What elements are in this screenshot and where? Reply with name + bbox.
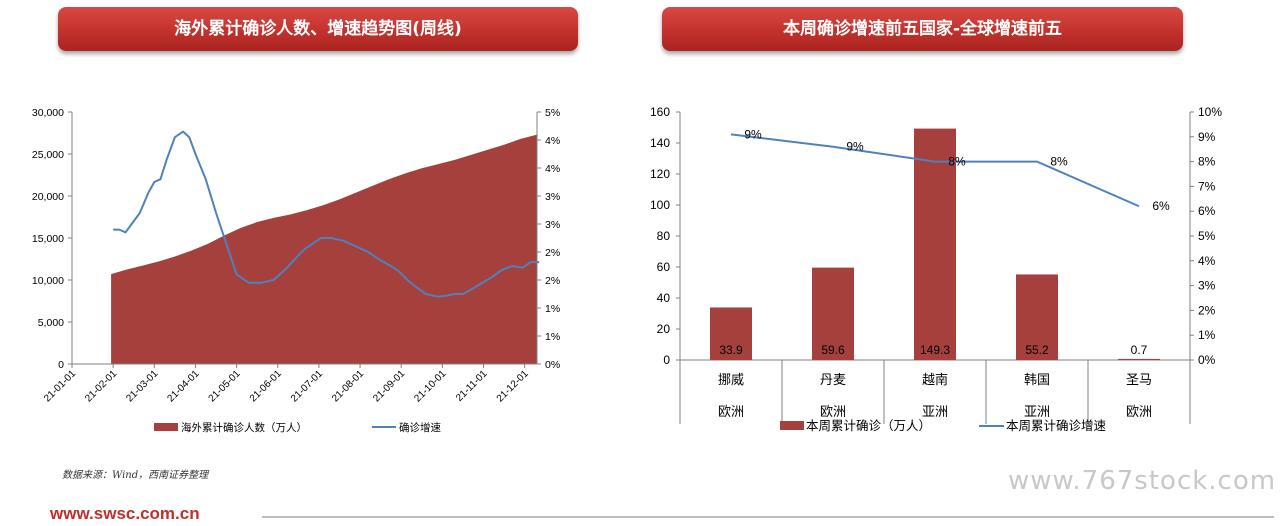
- bar-value-label: 149.3: [920, 343, 950, 357]
- growth-value-label: 9%: [744, 127, 762, 141]
- bar-value-label: 0.7: [1131, 343, 1148, 357]
- right-y-tick-label: 3%: [545, 219, 560, 231]
- right-y-tick-label: 0%: [545, 359, 560, 371]
- left-y-tick-label: 40: [657, 291, 671, 305]
- bar-4: [1118, 358, 1160, 360]
- x-tick-label: 21-12-01: [495, 368, 531, 404]
- left-y-tick-label: 10,000: [32, 275, 64, 287]
- x-tick-label: 21-01-01: [42, 368, 78, 404]
- left-y-tick-label: 15,000: [32, 233, 64, 245]
- x-tick-label: 21-06-01: [248, 368, 284, 404]
- right-y-tick-label: 5%: [545, 107, 560, 119]
- left-y-tick-label: 0: [663, 353, 670, 367]
- x-tick-label: 21-08-01: [330, 368, 366, 404]
- left-y-tick-label: 160: [650, 105, 670, 119]
- left-y-tick-label: 5,000: [38, 317, 64, 329]
- right-y-tick-label: 10%: [1198, 105, 1222, 119]
- left-y-tick-label: 100: [650, 198, 670, 212]
- bar-2: [914, 128, 956, 360]
- left-chart: 0 5,000 10,000 15,000 20,000 25,000 30,000 0% 1%…: [32, 107, 560, 434]
- region-label: 欧洲: [1126, 404, 1152, 419]
- x-tick-label: 21-03-01: [124, 368, 160, 404]
- right-y-tick-label: 0%: [1198, 353, 1216, 367]
- left-y-tick-label: 20: [657, 322, 671, 336]
- legend-label-cumulative: 海外累计确诊人数（万人）: [181, 421, 307, 434]
- left-y-tick-label: 25,000: [32, 149, 64, 161]
- right-y-tick-label: 1%: [1198, 328, 1216, 342]
- left-y-tick-label: 20,000: [32, 191, 64, 203]
- x-tick-label: 21-07-01: [289, 368, 325, 404]
- category-label: 丹麦: [820, 372, 846, 387]
- left-y-tick-label: 140: [650, 136, 670, 150]
- growth-value-label: 8%: [948, 155, 966, 169]
- source-note: 数据来源：Wind，西南证券整理: [62, 470, 209, 481]
- growth-value-label: 8%: [1050, 155, 1068, 169]
- right-y-tick-label: 4%: [545, 135, 560, 147]
- right-y-tick-label: 7%: [1198, 179, 1216, 193]
- left-y-tick-label: 0: [58, 359, 64, 371]
- right-y-tick-label: 9%: [1198, 130, 1216, 144]
- x-tick-label: 21-10-01: [412, 368, 448, 404]
- x-tick-label: 21-04-01: [165, 368, 201, 404]
- bar-value-label: 33.9: [719, 343, 743, 357]
- legend-swatch-cumulative: [154, 423, 178, 431]
- cumulative-cases-area: [111, 134, 537, 364]
- right-y-tick-label: 8%: [1198, 155, 1216, 169]
- x-tick-label: 21-05-01: [207, 368, 243, 404]
- legend-label-growth: 确诊增速: [399, 421, 441, 434]
- x-tick-label: 21-09-01: [371, 368, 407, 404]
- region-label: 欧洲: [718, 404, 744, 419]
- right-y-tick-label: 1%: [545, 331, 560, 343]
- right-y-tick-label: 4%: [1198, 254, 1216, 268]
- region-label: 亚洲: [1024, 404, 1050, 419]
- category-label: 圣马: [1126, 372, 1152, 387]
- bar-0: [710, 307, 752, 360]
- left-chart-title-banner: 海外累计确诊人数、增速趋势图(周线): [58, 7, 578, 51]
- category-label: 越南: [922, 372, 948, 387]
- bar-3: [1016, 274, 1058, 360]
- left-y-tick-label: 120: [650, 167, 670, 181]
- right-y-tick-label: 6%: [1198, 204, 1216, 218]
- bar-value-label: 55.2: [1025, 343, 1049, 357]
- left-y-tick-label: 60: [657, 260, 671, 274]
- legend-label-growth: 本周累计确诊增速: [1006, 418, 1107, 433]
- bar-1: [812, 267, 854, 360]
- right-y-tick-label: 3%: [1198, 279, 1216, 293]
- website-link[interactable]: www.swsc.com.cn: [50, 504, 200, 523]
- right-y-tick-label: 2%: [545, 275, 560, 287]
- right-y-tick-label: 5%: [1198, 229, 1216, 243]
- right-y-tick-label: 3%: [545, 191, 560, 203]
- left-y-tick-label: 30,000: [32, 107, 64, 119]
- right-y-tick-label: 2%: [1198, 303, 1216, 317]
- watermark: www.767stock.com: [1008, 466, 1277, 496]
- region-label: 欧洲: [820, 404, 846, 419]
- category-label: 韩国: [1024, 372, 1050, 387]
- legend-swatch-cases: [780, 421, 804, 430]
- growth-value-label: 9%: [846, 140, 864, 154]
- growth-rate-line: [113, 130, 540, 298]
- bar-value-label: 59.6: [821, 343, 845, 357]
- left-y-tick-label: 80: [657, 229, 671, 243]
- right-y-tick-label: 4%: [545, 163, 560, 175]
- category-label: 挪威: [718, 372, 744, 387]
- x-tick-label: 21-02-01: [83, 368, 119, 404]
- footer-divider: [262, 516, 1274, 518]
- growth-rate-line: [730, 133, 1140, 208]
- growth-value-label: 6%: [1152, 199, 1170, 213]
- right-chart-title-banner: 本周确诊增速前五国家-全球增速前五: [662, 7, 1183, 51]
- right-y-tick-label: 2%: [545, 247, 560, 259]
- x-tick-label: 21-11-01: [454, 368, 490, 404]
- legend-label-cases: 本周累计确诊（万人）: [806, 419, 931, 433]
- right-y-tick-label: 1%: [545, 303, 560, 315]
- region-label: 亚洲: [922, 404, 948, 419]
- right-chart: 0 20 40 60 80 100 120 140 160 0% 1% 2% 3% 4% 5% 6% 7% 8% 9…: [650, 105, 1222, 433]
